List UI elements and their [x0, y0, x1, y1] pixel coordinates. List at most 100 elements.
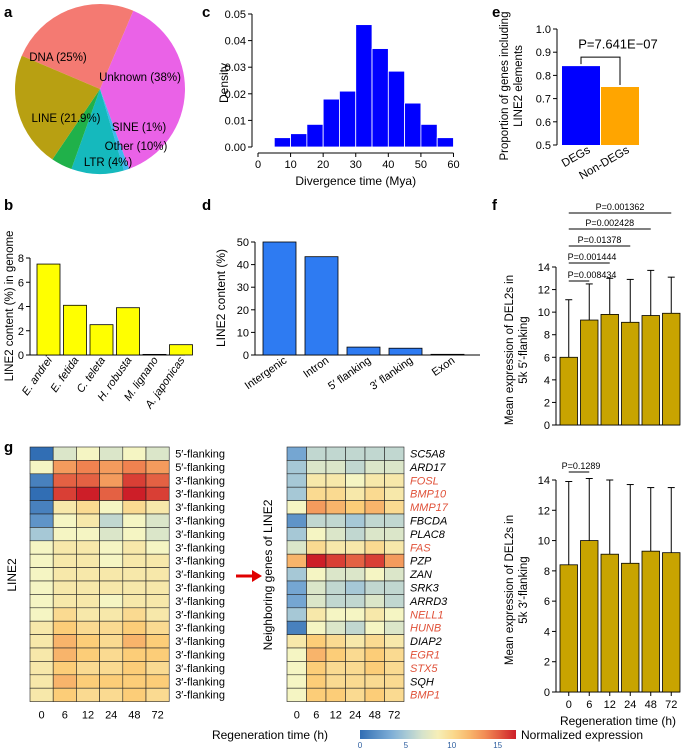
heatmap-cell [99, 687, 124, 702]
x-tick-label: Exon [430, 355, 457, 379]
gene-label: BMP10 [410, 489, 447, 501]
gene-label: STX5 [410, 663, 438, 675]
heatmap-cell [286, 460, 307, 475]
heatmap-cell [52, 687, 77, 702]
heatmap-cell [145, 486, 170, 501]
heatmap-cell [364, 553, 385, 568]
heatmap-cell [76, 687, 100, 702]
heatmap-cell [99, 486, 124, 501]
heatmap-cell [345, 567, 366, 582]
heatmap-cell [364, 687, 385, 702]
histogram-bar [306, 123, 324, 148]
heatmap-cell [384, 661, 405, 676]
heatmap-cell [52, 540, 77, 555]
heatmap-cell [306, 674, 327, 689]
y-axis-label: Neighboring genes of LINE2 [261, 499, 275, 650]
histogram-bar [387, 70, 406, 148]
bar [580, 540, 599, 693]
heatmap-cell [384, 580, 405, 595]
heatmap-cell [99, 647, 124, 662]
heatmap-cell [286, 446, 307, 461]
heatmap-cell [306, 473, 327, 488]
column-label: 6 [62, 710, 68, 722]
heatmap-cell [145, 674, 170, 689]
heatmap-cell [99, 594, 124, 609]
column-label: 0 [294, 710, 300, 722]
y-tick-label: 0 [544, 687, 550, 699]
y-axis-label: 5k 5′-flanking [518, 316, 530, 383]
y-tick-label: 2 [18, 326, 24, 338]
bar [600, 313, 619, 426]
heatmap-cell [306, 500, 327, 515]
x-tick-label: Intron [301, 355, 331, 381]
heatmap-cell [52, 513, 77, 528]
gene-label: SC5A8 [410, 449, 446, 461]
gene-label: FOSL [410, 475, 439, 487]
heatmap-cell [99, 553, 124, 568]
heatmap-cell [122, 687, 147, 702]
column-label: 72 [151, 710, 163, 722]
x-tick-label: 50 [415, 159, 427, 171]
heatmap-cell [345, 607, 366, 622]
y-tick-label: 0.8 [536, 70, 551, 82]
bar-chart-f-top: 0 2 4 6 8 10 12 14 P=0.008434 P=0.001444 P=0.01378… [504, 202, 681, 432]
heatmap-cell [76, 473, 100, 488]
histogram-bar [322, 98, 340, 148]
heatmap-cell [122, 486, 147, 501]
heatmap-cell [364, 460, 385, 475]
y-tick-label: 2 [544, 397, 550, 409]
heatmap-cell [52, 527, 77, 542]
y-tick-label: 14 [538, 262, 550, 274]
y-tick-label: 0 [18, 350, 24, 362]
y-axis-label: LINE2 elements [513, 45, 525, 127]
heatmap-cell [306, 594, 327, 609]
x-tick-label: 72 [665, 699, 677, 711]
heatmap-cell [145, 446, 170, 461]
y-tick-label: 8 [544, 330, 550, 342]
y-tick-label: 6 [544, 352, 550, 364]
gene-label: PLAC8 [410, 529, 446, 541]
x-tick-label: 10 [284, 159, 296, 171]
p-value-label: P=0.001362 [596, 202, 645, 212]
heatmap-cell [364, 594, 385, 609]
heatmap-cell [29, 540, 54, 555]
pie-slice [100, 10, 185, 169]
heatmap-g: 5′-flanking5′-flanking3′-flanking3′-flan… [5, 446, 643, 749]
y-tick-label: 4 [544, 626, 550, 638]
heatmap-cell [145, 634, 170, 649]
heatmap-cell [325, 460, 346, 475]
histogram-c: 0.00 0.01 0.02 0.03 0.04 0.05 0 10 20 30 40 50 60 Div… [217, 9, 460, 188]
histogram-bar [273, 137, 291, 148]
heatmap-cell [345, 580, 366, 595]
heatmap-cell [145, 540, 170, 555]
gene-label: FBCDA [410, 516, 447, 528]
heatmap-cell [325, 674, 346, 689]
heatmap-cell [345, 620, 366, 635]
heatmap-cell [122, 567, 147, 582]
heatmap-cell [325, 580, 346, 595]
heatmap-cell [286, 473, 307, 488]
heatmap-cell [345, 634, 366, 649]
heatmap-cell [122, 674, 147, 689]
heatmap-cell [286, 594, 307, 609]
heatmap-cell [122, 647, 147, 662]
heatmap-cell [76, 460, 100, 475]
bar [559, 564, 578, 693]
row-label: 3′-flanking [175, 663, 225, 675]
heatmap-cell [122, 634, 147, 649]
heatmap-cell [345, 486, 366, 501]
pie-slice-label: Unknown (38%) [99, 72, 181, 84]
heatmap-cell [364, 620, 385, 635]
y-tick-label: 8 [18, 253, 24, 265]
column-label: 24 [105, 710, 117, 722]
heatmap-cell [52, 500, 77, 515]
column-label: 48 [128, 710, 140, 722]
x-tick-label: 6 [586, 699, 592, 711]
heatmap-cell [345, 446, 366, 461]
x-tick-label: 12 [604, 699, 616, 711]
y-axis-label: LINE2 content (%) [214, 249, 228, 347]
heatmap-cell [364, 500, 385, 515]
heatmap-cell [76, 607, 100, 622]
